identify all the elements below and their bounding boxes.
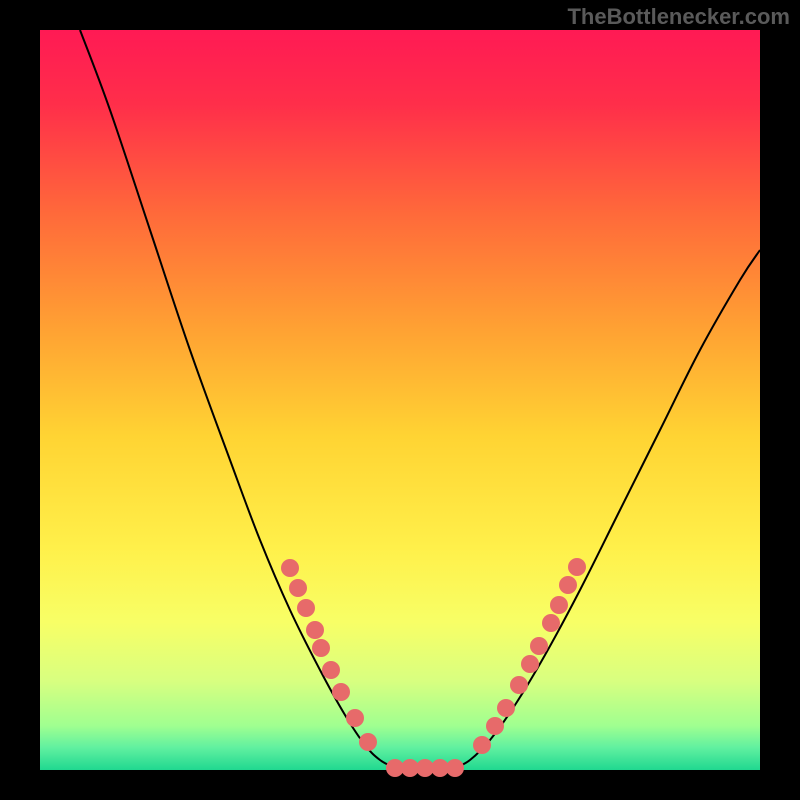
marker-dot bbox=[346, 709, 364, 727]
marker-dot bbox=[312, 639, 330, 657]
marker-dot bbox=[281, 559, 299, 577]
marker-dot bbox=[559, 576, 577, 594]
marker-dot bbox=[306, 621, 324, 639]
marker-dot bbox=[510, 676, 528, 694]
markers-right bbox=[473, 558, 586, 754]
marker-dot bbox=[332, 683, 350, 701]
marker-dot bbox=[530, 637, 548, 655]
marker-dot bbox=[446, 759, 464, 777]
markers-bottom bbox=[386, 759, 464, 777]
marker-dot bbox=[322, 661, 340, 679]
marker-dot bbox=[359, 733, 377, 751]
marker-dot bbox=[550, 596, 568, 614]
chart-svg bbox=[0, 0, 800, 800]
marker-dot bbox=[473, 736, 491, 754]
marker-dot bbox=[568, 558, 586, 576]
watermark-text: TheBottlenecker.com bbox=[567, 4, 790, 30]
left-curve bbox=[80, 30, 395, 768]
markers-left bbox=[281, 559, 377, 751]
marker-dot bbox=[486, 717, 504, 735]
marker-dot bbox=[542, 614, 560, 632]
marker-dot bbox=[521, 655, 539, 673]
marker-dot bbox=[497, 699, 515, 717]
right-curve bbox=[455, 250, 760, 768]
marker-dot bbox=[297, 599, 315, 617]
marker-dot bbox=[289, 579, 307, 597]
